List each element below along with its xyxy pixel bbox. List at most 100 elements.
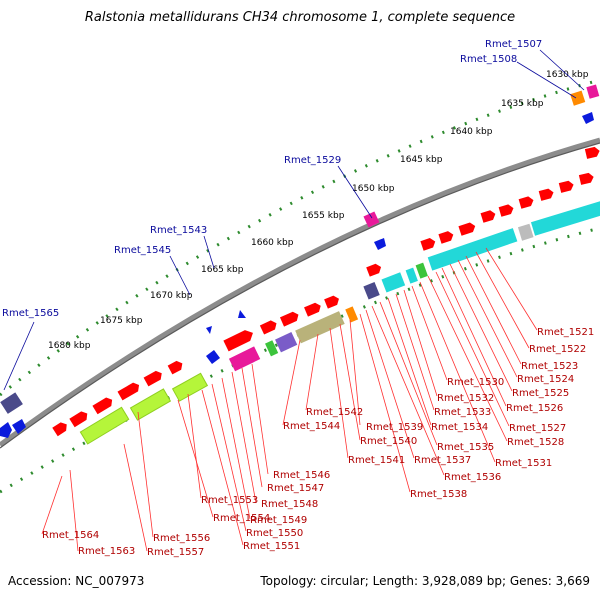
reverse-gene-blue[interactable]: [374, 238, 386, 250]
gene-label-inner[interactable]: Rmet_1541: [348, 455, 405, 466]
gene-label-inner[interactable]: Rmet_1556: [153, 533, 210, 544]
gene-label-inner[interactable]: Rmet_1554: [213, 513, 270, 524]
feature-block-orange[interactable]: [345, 306, 359, 323]
gene-label-inner[interactable]: Rmet_1550: [246, 528, 303, 539]
gene-arrow[interactable]: [52, 420, 69, 437]
gene-label-outer[interactable]: Rmet_1529: [284, 155, 341, 166]
feature-block-lime[interactable]: [171, 372, 209, 402]
gene-label-inner[interactable]: Rmet_1535: [437, 442, 494, 453]
gene-label-outer[interactable]: Rmet_1508: [460, 54, 517, 65]
gene-label-inner[interactable]: Rmet_1530: [447, 377, 504, 388]
gene-label-inner[interactable]: Rmet_1564: [42, 530, 99, 541]
gene-arrow[interactable]: [167, 359, 185, 375]
feature-block-green[interactable]: [265, 340, 279, 357]
gene-arrow[interactable]: [538, 188, 555, 201]
scale-label: 1645 kbp: [400, 155, 443, 165]
gene-label-inner[interactable]: Rmet_1549: [250, 515, 307, 526]
feature-block-cyan[interactable]: [427, 228, 518, 271]
gene-arrow[interactable]: [438, 230, 454, 244]
gene-label-inner[interactable]: Rmet_1537: [414, 455, 471, 466]
gene-label-outer[interactable]: Rmet_1565: [2, 308, 59, 319]
gene-label-inner[interactable]: Rmet_1521: [537, 327, 594, 338]
reverse-gene-blue[interactable]: [12, 419, 26, 434]
inner-leader-lines: [41, 247, 538, 552]
gene-arrow[interactable]: [304, 301, 323, 317]
gene-label-inner[interactable]: Rmet_1542: [306, 407, 363, 418]
feature-block-cyan[interactable]: [530, 198, 600, 236]
gene-arrow[interactable]: [518, 195, 535, 209]
gene-label-inner[interactable]: Rmet_1532: [437, 393, 494, 404]
map-title: Ralstonia metallidurans CH34 chromosome …: [84, 10, 516, 25]
gene-arrow[interactable]: [458, 221, 476, 236]
feature-block-green[interactable]: [415, 262, 428, 279]
gene-label-inner[interactable]: Rmet_1524: [517, 374, 574, 385]
forward-gene-track: [52, 146, 600, 437]
gene-arrow[interactable]: [420, 237, 436, 251]
gene-label-inner[interactable]: Rmet_1533: [434, 407, 491, 418]
gene-label-inner[interactable]: Rmet_1557: [147, 547, 204, 558]
feature-block-slate[interactable]: [363, 282, 380, 300]
scale-label: 1675 kbp: [100, 316, 143, 326]
gene-arrow[interactable]: [498, 203, 515, 217]
accession-text: Accession: NC_007973: [8, 574, 145, 588]
feature-block-slate[interactable]: [0, 392, 23, 414]
gene-arrow[interactable]: [279, 310, 301, 327]
gene-label-inner[interactable]: Rmet_1528: [507, 437, 564, 448]
feature-block-magenta[interactable]: [586, 84, 600, 99]
gene-label-inner[interactable]: Rmet_1539: [366, 422, 423, 433]
feature-block-olive[interactable]: [295, 311, 345, 344]
gene-arrow[interactable]: [578, 172, 595, 185]
genome-summary-text: Topology: circular; Length: 3,928,089 bp…: [260, 574, 590, 588]
reverse-gene-blue[interactable]: [206, 326, 212, 334]
outer-leader-lines: [3, 49, 585, 391]
gene-label-inner[interactable]: Rmet_1547: [267, 483, 324, 494]
gene-arrow[interactable]: [223, 327, 255, 352]
gene-label-inner[interactable]: Rmet_1536: [444, 472, 501, 483]
gene-label-inner[interactable]: Rmet_1531: [495, 458, 552, 469]
gene-label-inner[interactable]: Rmet_1546: [273, 470, 330, 481]
feature-block-cyan[interactable]: [381, 272, 406, 293]
feature-block-magenta[interactable]: [228, 346, 261, 372]
gene-label-outer[interactable]: Rmet_1545: [114, 245, 171, 256]
gene-arrow[interactable]: [324, 294, 341, 309]
reverse-gene-blue[interactable]: [0, 422, 12, 438]
gene-arrow[interactable]: [117, 381, 142, 401]
feature-block-lime[interactable]: [79, 406, 130, 445]
gene-label-inner[interactable]: Rmet_1548: [261, 499, 318, 510]
gene-label-outer[interactable]: Rmet_1507: [485, 39, 542, 50]
gene-label-inner[interactable]: Rmet_1525: [512, 388, 569, 399]
feature-block-orange[interactable]: [570, 90, 586, 106]
reverse-gene-blue[interactable]: [238, 310, 246, 318]
gene-label-inner[interactable]: Rmet_1523: [521, 361, 578, 372]
gene-arrow[interactable]: [584, 146, 600, 159]
gene-arrow[interactable]: [143, 369, 165, 387]
gene-arrow[interactable]: [259, 319, 279, 335]
gene-label-inner[interactable]: Rmet_1534: [431, 422, 488, 433]
feature-block-lime[interactable]: [129, 388, 172, 421]
gene-arrow[interactable]: [558, 180, 575, 193]
gene-label-inner[interactable]: Rmet_1540: [360, 436, 417, 447]
scale-label: 1640 kbp: [450, 127, 493, 137]
reverse-gene-blue[interactable]: [206, 350, 220, 364]
scale-label: 1660 kbp: [251, 238, 294, 248]
feature-block-magenta[interactable]: [363, 211, 380, 228]
reverse-gene-blue[interactable]: [582, 112, 594, 124]
feature-block-cyan[interactable]: [405, 267, 418, 284]
gene-label-outer[interactable]: Rmet_1543: [150, 225, 207, 236]
gene-label-inner[interactable]: Rmet_1522: [529, 344, 586, 355]
gene-label-inner[interactable]: Rmet_1527: [509, 423, 566, 434]
gene-arrow[interactable]: [480, 209, 497, 223]
gene-arrow[interactable]: [366, 262, 383, 277]
gene-arrow[interactable]: [69, 409, 90, 428]
gene-arrow[interactable]: [92, 395, 114, 415]
feature-block-gray[interactable]: [517, 223, 534, 241]
gene-label-inner[interactable]: Rmet_1526: [506, 403, 563, 414]
gene-label-inner[interactable]: Rmet_1551: [243, 541, 300, 552]
gene-label-inner[interactable]: Rmet_1544: [283, 421, 340, 432]
gene-label-inner[interactable]: Rmet_1538: [410, 489, 467, 500]
gene-label-inner[interactable]: Rmet_1563: [78, 546, 135, 557]
gene-label-inner[interactable]: Rmet_1553: [201, 495, 258, 506]
feature-block-purple[interactable]: [275, 332, 298, 353]
